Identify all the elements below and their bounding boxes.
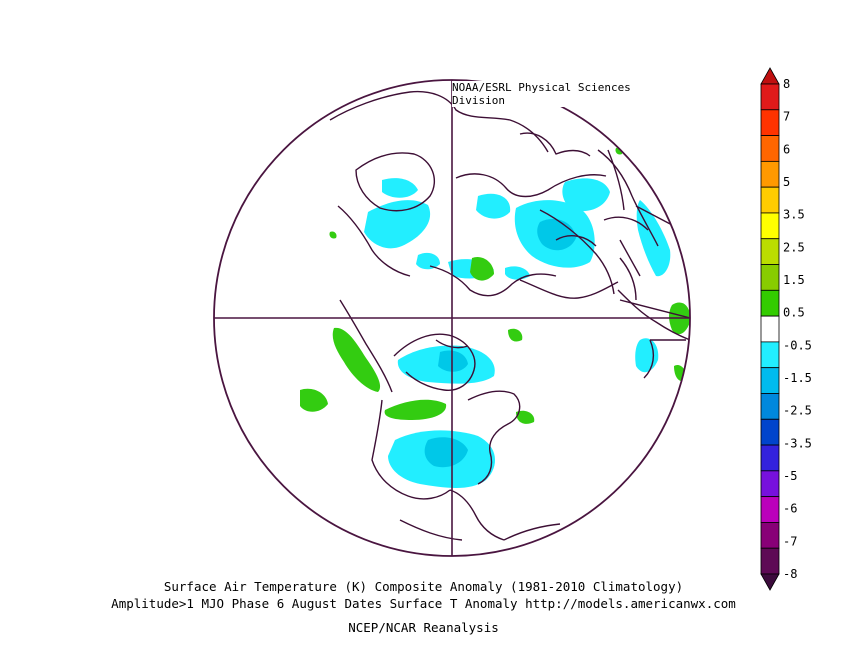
colorbar-swatch — [760, 109, 780, 136]
colorbar-swatch — [760, 470, 780, 498]
colorbar-tick-label: 7 — [783, 110, 790, 124]
colorbar-tick-label: -7 — [783, 534, 797, 548]
colorbar-tick-label: -5 — [783, 469, 797, 483]
colorbar-swatch — [760, 264, 780, 291]
colorbar-tick-label: -0.5 — [783, 338, 812, 352]
colorbar-bottom-arrow — [760, 573, 780, 591]
colorbar-swatch — [760, 212, 780, 240]
credit-label: NOAA/ESRL Physical Sciences Division — [452, 81, 690, 107]
colorbar-tick-label: 1.5 — [783, 273, 805, 287]
colorbar-swatch — [760, 496, 780, 523]
colorbar-swatch — [760, 238, 780, 265]
caption-line-1: Surface Air Temperature (K) Composite An… — [163, 579, 684, 594]
colorbar-swatch — [760, 393, 780, 420]
colorbar-swatch — [760, 289, 780, 317]
colorbar-tick-label: 3.5 — [783, 208, 805, 222]
colorbar-tick-label: 8 — [783, 77, 790, 91]
colorbar-swatch — [760, 367, 780, 394]
colorbar-swatch — [760, 160, 780, 188]
colorbar-tick-label: -8 — [783, 567, 797, 581]
colorbar: 8 7 6 5 3.5 2.5 1.5 0.5 -0.5 -1.5 -2.5 -3.5 -5 -6 -7 -8 — [760, 67, 812, 591]
colorbar-swatch — [760, 83, 780, 111]
anomaly-shading — [300, 90, 690, 541]
caption-line-3: NCEP/NCAR Reanalysis — [348, 620, 499, 635]
colorbar-tick-label: -3.5 — [783, 436, 812, 450]
coastlines — [329, 90, 690, 541]
colorbar-tick-label: 6 — [783, 142, 790, 156]
colorbar-tick-label: 2.5 — [783, 240, 805, 254]
colorbar-swatch — [760, 547, 780, 575]
caption-line-2: Amplitude>1 MJO Phase 6 August Dates Sur… — [111, 596, 736, 611]
globe-outline — [213, 79, 691, 557]
polar-map — [213, 79, 691, 557]
colorbar-tick-label: -2.5 — [783, 404, 812, 418]
colorbar-swatch — [760, 315, 780, 343]
colorbar-tick-label: 0.5 — [783, 306, 805, 320]
colorbar-swatch — [760, 135, 780, 162]
colorbar-top-arrow — [760, 67, 780, 85]
colorbar-swatch — [760, 341, 780, 369]
colorbar-tick-label: -1.5 — [783, 371, 812, 385]
colorbar-swatch — [760, 418, 780, 446]
colorbar-swatch — [760, 522, 780, 549]
colorbar-swatch — [760, 444, 780, 472]
colorbar-tick-label: 5 — [783, 175, 790, 189]
colorbar-swatch — [760, 186, 780, 214]
colorbar-tick-label: -6 — [783, 502, 797, 516]
